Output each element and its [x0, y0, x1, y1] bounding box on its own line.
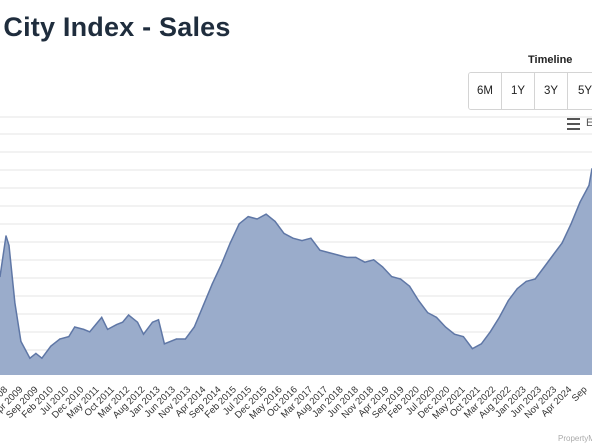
data-point — [107, 328, 109, 330]
x-tick-label: Sep — [570, 384, 590, 404]
data-point — [292, 237, 294, 239]
timeline-button-group: 6M 1Y 3Y 5Y — [468, 72, 592, 110]
data-point — [391, 276, 393, 278]
data-point — [462, 336, 464, 338]
data-point — [14, 302, 16, 304]
data-point — [35, 352, 37, 354]
data-point — [265, 213, 267, 215]
data-point — [552, 254, 554, 256]
data-point — [435, 316, 438, 318]
data-point — [516, 288, 518, 290]
timeline-3y-button[interactable]: 3Y — [535, 73, 568, 109]
data-point — [471, 348, 473, 350]
data-point — [151, 321, 154, 323]
data-point — [507, 300, 509, 302]
data-point — [0, 276, 1, 278]
data-point — [116, 324, 118, 326]
data-point — [163, 343, 165, 345]
data-point — [355, 256, 357, 258]
data-point — [220, 264, 222, 266]
chart-credit: PropertyM — [558, 434, 592, 443]
data-point — [175, 338, 177, 340]
data-point — [59, 338, 61, 340]
data-point — [68, 336, 70, 338]
data-point — [579, 201, 581, 203]
chart-title: i City Index - Sales — [0, 12, 231, 42]
data-point — [382, 266, 384, 268]
data-point — [480, 343, 482, 345]
data-point — [409, 285, 411, 287]
area-fill — [0, 168, 592, 375]
data-point — [211, 283, 213, 285]
data-point — [157, 319, 160, 321]
data-point — [74, 326, 76, 328]
data-point — [400, 278, 402, 280]
data-point — [193, 326, 195, 328]
x-tick-label: 008 — [0, 384, 10, 403]
data-point — [83, 328, 85, 330]
data-point — [570, 223, 572, 225]
data-point — [418, 300, 420, 302]
data-point — [498, 316, 500, 318]
data-point — [238, 223, 240, 225]
data-point — [184, 338, 186, 340]
data-point — [274, 220, 276, 222]
timeline-1y-button[interactable]: 1Y — [502, 73, 535, 109]
data-point — [310, 237, 312, 239]
data-point — [247, 216, 249, 218]
data-point — [41, 357, 43, 359]
data-point — [588, 184, 590, 186]
data-point — [427, 312, 429, 314]
timeline-6m-button[interactable]: 6M — [469, 73, 502, 109]
timeline-label: Timeline — [528, 54, 573, 66]
data-point — [136, 321, 139, 323]
data-point — [20, 340, 22, 342]
data-point — [364, 261, 366, 263]
data-point — [301, 240, 303, 242]
data-point — [489, 331, 491, 333]
data-point — [128, 314, 130, 316]
data-point — [89, 331, 91, 333]
data-point — [142, 333, 145, 335]
data-point — [202, 304, 204, 306]
data-point — [337, 254, 339, 256]
data-point — [346, 256, 348, 258]
data-point — [283, 232, 285, 234]
data-point — [256, 218, 258, 220]
data-point — [229, 242, 231, 244]
data-point — [8, 244, 10, 246]
data-point — [561, 242, 563, 244]
data-point — [101, 316, 103, 318]
hamburger-menu-icon[interactable] — [567, 118, 581, 130]
data-point — [50, 345, 52, 347]
data-point — [543, 266, 545, 268]
data-point — [29, 357, 31, 359]
chart-area-series — [0, 168, 592, 375]
data-point — [122, 321, 124, 323]
export-menu-label[interactable]: E — [586, 117, 592, 129]
data-point — [534, 278, 536, 280]
timeline-5y-button[interactable]: 5Y — [568, 73, 592, 109]
data-point — [525, 280, 527, 282]
data-point — [95, 324, 97, 326]
data-point — [5, 235, 7, 237]
data-point — [319, 249, 321, 251]
data-point — [444, 326, 447, 328]
data-point — [328, 252, 330, 254]
data-point — [373, 259, 375, 261]
data-point — [453, 333, 456, 335]
